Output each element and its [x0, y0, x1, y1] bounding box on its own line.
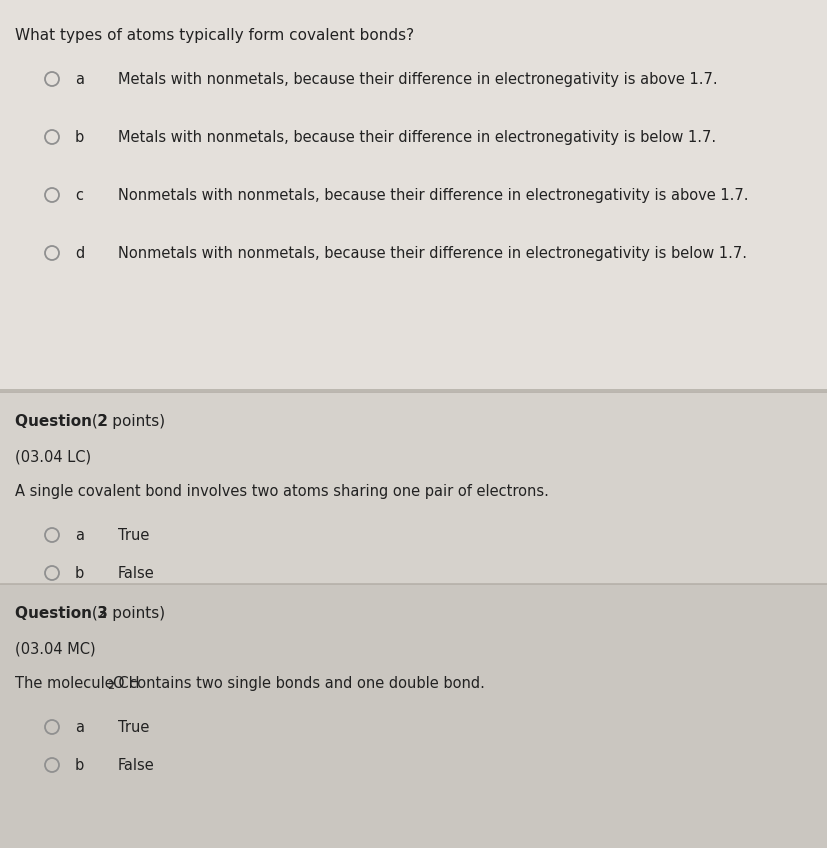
Text: Nonmetals with nonmetals, because their difference in electronegativity is above: Nonmetals with nonmetals, because their …: [118, 188, 748, 203]
Text: 2: 2: [108, 681, 114, 691]
Text: Question 3: Question 3: [15, 606, 108, 621]
Text: Nonmetals with nonmetals, because their difference in electronegativity is below: Nonmetals with nonmetals, because their …: [118, 246, 747, 261]
Bar: [0, 0, 827, 390]
Text: O contains two single bonds and one double bond.: O contains two single bonds and one doub…: [113, 676, 485, 691]
Bar: [0, 392, 827, 582]
Text: (2 points): (2 points): [87, 414, 165, 429]
Text: b: b: [75, 130, 84, 145]
Bar: [0, 584, 827, 848]
Text: A single covalent bond involves two atoms sharing one pair of electrons.: A single covalent bond involves two atom…: [15, 484, 549, 499]
Text: True: True: [118, 720, 150, 735]
Text: a: a: [75, 528, 84, 543]
Text: Metals with nonmetals, because their difference in electronegativity is below 1.: Metals with nonmetals, because their dif…: [118, 130, 716, 145]
Text: False: False: [118, 566, 155, 581]
Text: What types of atoms typically form covalent bonds?: What types of atoms typically form coval…: [15, 28, 414, 43]
Text: False: False: [118, 758, 155, 773]
Text: b: b: [75, 566, 84, 581]
Text: d: d: [75, 246, 84, 261]
Text: c: c: [75, 188, 83, 203]
Text: Question 2: Question 2: [15, 414, 108, 429]
Text: a: a: [75, 720, 84, 735]
Text: a: a: [75, 72, 84, 87]
Text: True: True: [118, 528, 150, 543]
Text: Metals with nonmetals, because their difference in electronegativity is above 1.: Metals with nonmetals, because their dif…: [118, 72, 718, 87]
Text: The molecule CH: The molecule CH: [15, 676, 140, 691]
Text: (03.04 MC): (03.04 MC): [15, 642, 96, 657]
Text: (03.04 LC): (03.04 LC): [15, 450, 91, 465]
Text: (2 points): (2 points): [87, 606, 165, 621]
Text: b: b: [75, 758, 84, 773]
